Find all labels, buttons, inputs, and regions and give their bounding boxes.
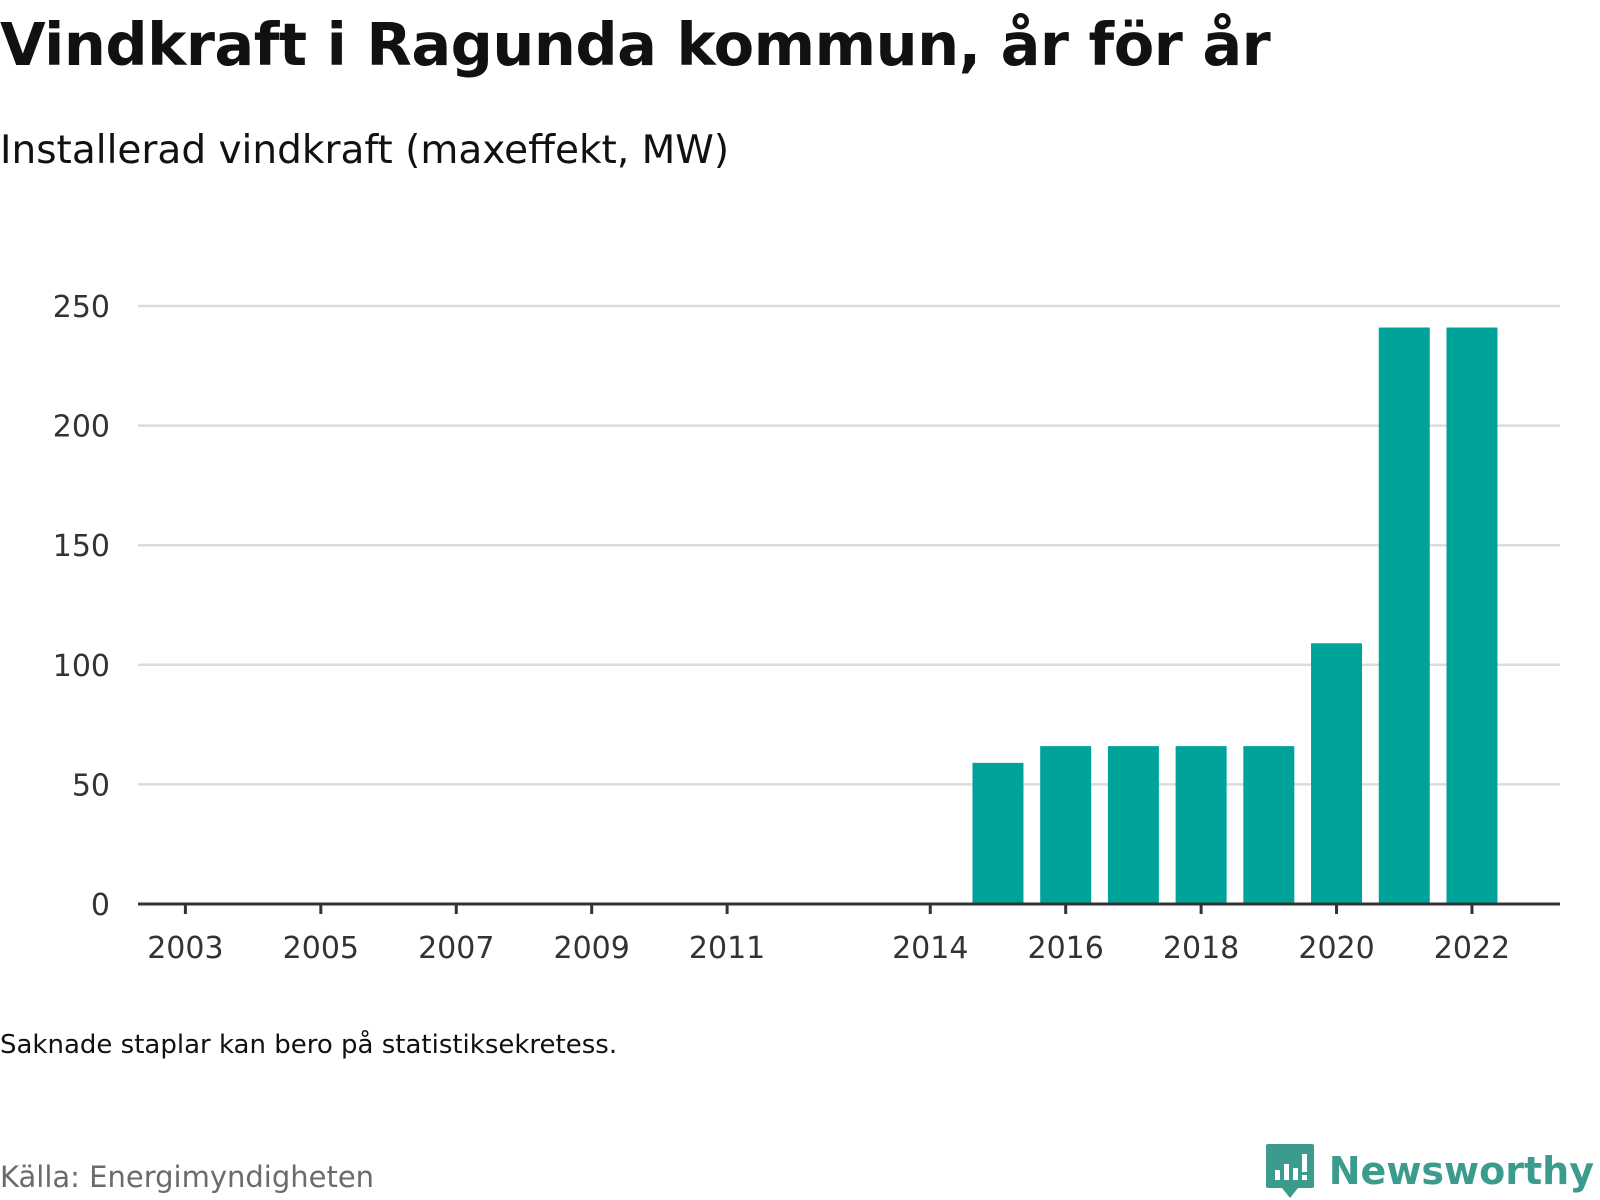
bar-chart: 0 50 100 150 200 250 2003 2005 2007 2009 2011 2014 2…: [53, 290, 1560, 966]
x-tick-label: 2022: [1434, 931, 1510, 966]
y-tick-label: 0: [91, 888, 110, 923]
x-tick-label: 2014: [892, 931, 968, 966]
chart-subtitle: Installerad vindkraft (maxeffekt, MW): [0, 128, 730, 173]
y-tick-label: 250: [53, 290, 110, 325]
y-tick-label: 50: [72, 768, 110, 803]
brand-name: Newsworthy: [1328, 1149, 1594, 1193]
x-tick-label: 2009: [554, 931, 630, 966]
newsworthy-logo-icon: [1265, 1144, 1314, 1198]
x-tick-label: 2005: [283, 931, 359, 966]
bar-2020: [1311, 643, 1363, 904]
bar-2022: [1446, 327, 1498, 904]
bar-2018: [1175, 746, 1227, 904]
source-label: Källa: Energimyndigheten: [0, 1160, 375, 1194]
x-tick-label: 2011: [689, 931, 765, 966]
chart-title: Vindkraft i Ragunda kommun, år för år: [0, 10, 1271, 79]
x-tick-label: 2016: [1028, 931, 1104, 966]
y-tick-label: 100: [53, 649, 110, 684]
x-tick-label: 2003: [147, 931, 223, 966]
bar-2021: [1378, 327, 1430, 904]
y-tick-label: 150: [53, 529, 110, 564]
y-tick-label: 200: [53, 410, 110, 445]
x-tick-label: 2020: [1298, 931, 1374, 966]
bar-2016: [1040, 746, 1092, 904]
bar-2015: [972, 762, 1024, 904]
x-tick-label: 2018: [1163, 931, 1239, 966]
x-tick-label: 2007: [418, 931, 494, 966]
bar-2019: [1243, 746, 1295, 904]
footnote: Saknade staplar kan bero på statistiksek…: [0, 1030, 618, 1060]
brand-logo: Newsworthy: [1265, 1142, 1594, 1200]
bar-2017: [1107, 746, 1159, 904]
